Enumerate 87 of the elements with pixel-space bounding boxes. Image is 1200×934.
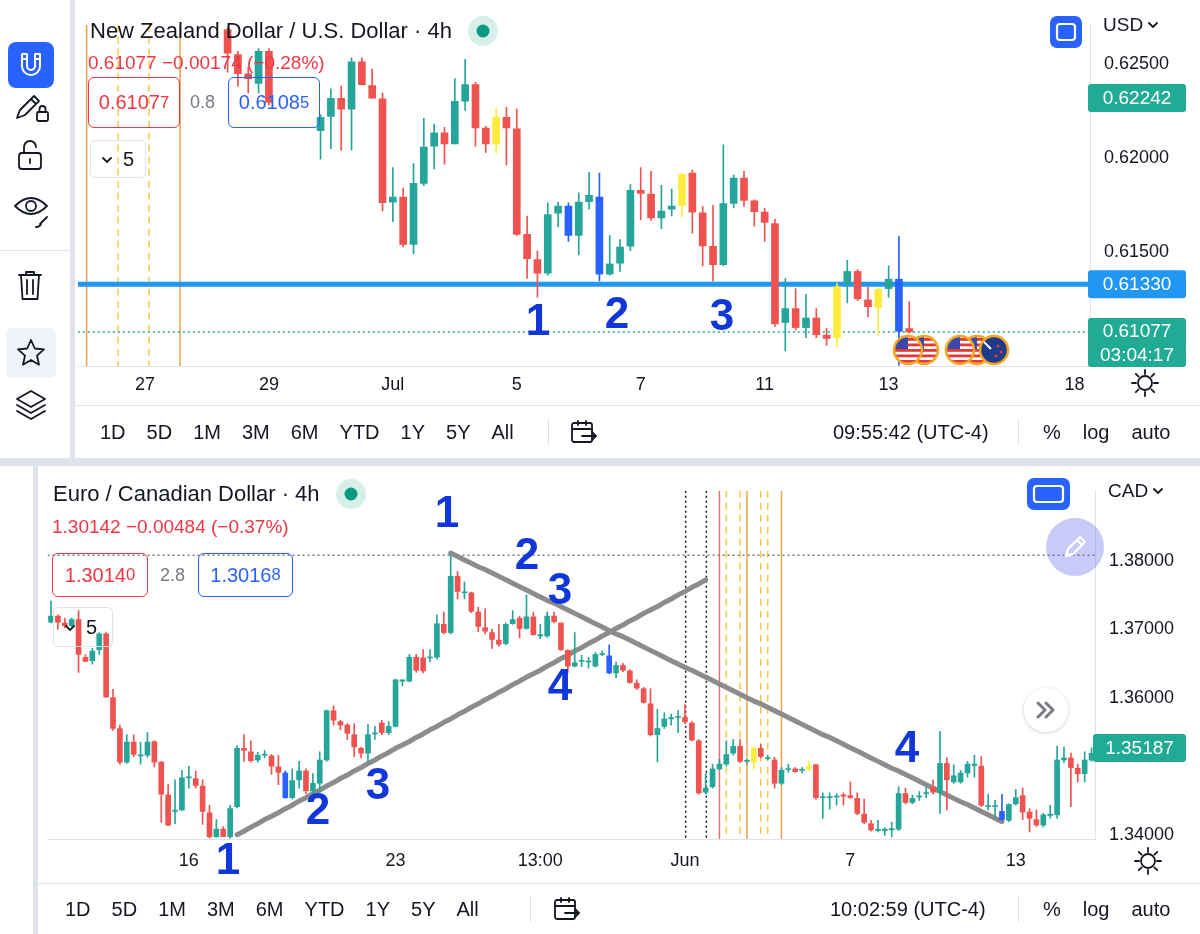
text: auto — [1131, 420, 1171, 444]
text: 1D — [65, 897, 91, 921]
text: 6M — [290, 420, 319, 444]
text: 0.62242 — [1088, 84, 1186, 112]
candlestick — [709, 205, 717, 282]
x-tick-label: Jul — [381, 373, 405, 394]
candlestick — [682, 704, 688, 725]
y-tick-label: 1.37000 — [1109, 618, 1175, 639]
annotation: 3 — [365, 759, 391, 809]
text: 1M — [193, 420, 221, 444]
y-tick-label: 0.61500 — [1104, 241, 1170, 262]
candlestick — [482, 608, 488, 635]
x-tick-label: 13 — [1005, 849, 1026, 870]
candlestick — [337, 85, 346, 151]
x-tick-label: 16 — [178, 849, 199, 870]
y-tick-label: 1.34000 — [1109, 823, 1175, 844]
candlestick — [571, 632, 578, 668]
x-tick-label: 13 — [878, 373, 899, 394]
annotation: 5 — [123, 146, 135, 172]
text: YTD — [304, 897, 345, 921]
annotation: 1 — [215, 834, 241, 884]
text: 10:02:59 (UTC-4) — [830, 896, 986, 922]
annotation: 4 — [547, 660, 573, 710]
text: 1M — [158, 897, 186, 921]
x-tick-label: Jun — [670, 849, 700, 870]
y-axis-title: CAD — [1108, 479, 1149, 503]
text: YTD — [339, 420, 380, 444]
candlestick — [1068, 752, 1074, 807]
text: 5D — [146, 420, 173, 444]
text: log — [1082, 420, 1110, 444]
candlestick — [389, 167, 397, 223]
text: 5Y — [446, 420, 471, 444]
text: 5D — [111, 897, 138, 921]
annotation: 1 — [525, 295, 551, 345]
annotation: 3 — [547, 564, 573, 614]
ref-line-label: 0.61077 — [1102, 320, 1172, 342]
y-tick-label: 1.36000 — [1109, 686, 1175, 707]
x-tick-label: 5 — [511, 373, 522, 394]
chart-title: Euro / Canadian Dollar · 4h — [53, 480, 320, 508]
text: 03:04:17 — [1088, 343, 1186, 367]
candlestick — [172, 779, 178, 825]
y-tick-label: 0.62500 — [1104, 52, 1170, 73]
candlestick — [585, 171, 593, 210]
y-tick-label: 0.62000 — [1104, 147, 1170, 168]
annotation: 2 — [604, 288, 630, 338]
text: 6M — [255, 897, 284, 921]
x-tick-label: 11 — [755, 373, 775, 394]
text: All — [491, 420, 514, 444]
text: 3M — [241, 420, 270, 444]
text: % — [1043, 420, 1061, 444]
x-tick-label: 7 — [635, 373, 646, 394]
annotation: 3 — [709, 290, 735, 340]
text: 1.35187 — [1093, 734, 1186, 762]
candlestick — [241, 734, 247, 762]
ref-line-label: 0.61330 — [1102, 272, 1172, 294]
text: log — [1082, 897, 1110, 921]
annotation: 2.8 — [160, 563, 186, 587]
annotation: 0.8 — [190, 91, 216, 114]
x-tick-label: 27 — [134, 373, 155, 394]
y-tick-label: 1.38000 — [1109, 549, 1175, 570]
text: All — [456, 897, 479, 921]
x-tick-label: 7 — [845, 849, 856, 870]
x-tick-label: 29 — [258, 373, 279, 394]
candlestick — [905, 301, 914, 334]
annotation: 2 — [305, 784, 331, 834]
text: 09:55:42 (UTC-4) — [833, 419, 989, 445]
text: 1Y — [365, 897, 391, 921]
x-tick-label: 18 — [1064, 373, 1085, 394]
text: 1Y — [400, 420, 426, 444]
text: auto — [1131, 897, 1171, 921]
annotation: 5 — [86, 614, 98, 640]
text: 1D — [100, 420, 126, 444]
candlestick — [496, 624, 502, 647]
annotation: 1 — [434, 487, 460, 537]
candlestick — [636, 167, 645, 221]
text: 5Y — [411, 897, 436, 921]
text: 3M — [206, 897, 235, 921]
text: % — [1043, 897, 1061, 921]
x-tick-label: 23 — [385, 849, 406, 870]
candlestick — [923, 786, 929, 799]
x-tick-label: 13:00 — [517, 849, 563, 870]
candlestick — [605, 235, 614, 276]
text: 1.30142 −0.00484 (−0.37%) — [52, 515, 289, 539]
candlestick — [864, 286, 872, 318]
annotation: 4 — [894, 722, 920, 772]
annotation: 2 — [514, 529, 540, 579]
y-axis-title: USD — [1103, 13, 1144, 37]
